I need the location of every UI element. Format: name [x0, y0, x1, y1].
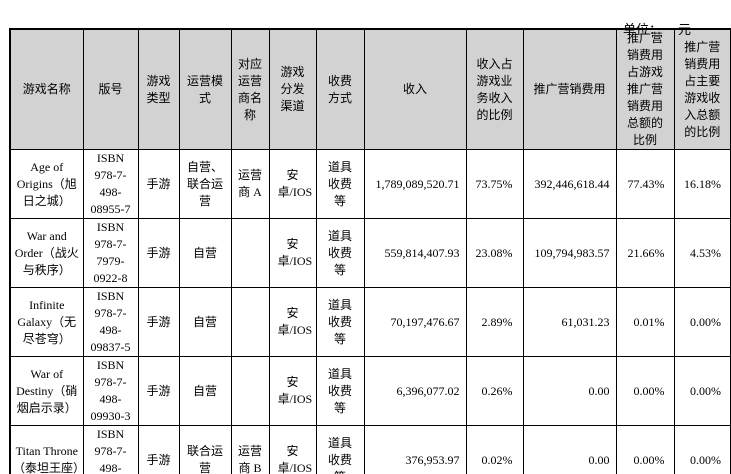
cell-operator-name: 运营商 A: [230, 149, 270, 219]
cell-game-type: 手游: [137, 149, 180, 219]
cell-revenue: 559,814,407.93: [363, 218, 467, 288]
cell-revenue-ratio: 23.08%: [465, 218, 524, 288]
cell-distribution-channel: 安卓/IOS: [268, 425, 317, 474]
col-header-charge-method: 收费方式: [315, 28, 365, 150]
cell-game-type: 手游: [137, 287, 180, 357]
cell-marketing-expense-ratio: 0.01%: [615, 287, 675, 357]
cell-operation-mode: 自营、联合运营: [178, 149, 232, 219]
cell-isbn: ISBN 978-7-7979-0922-8: [82, 218, 139, 288]
cell-charge-method: 道具收费等: [315, 149, 365, 219]
table-row: Titan Throne（泰坦王座） ISBN 978-7-498-07133-…: [9, 425, 731, 474]
cell-revenue-ratio: 0.02%: [465, 425, 524, 474]
cell-revenue: 376,953.97: [363, 425, 467, 474]
cell-marketing-expense-revenue-ratio: 0.00%: [673, 287, 731, 357]
cell-isbn: ISBN 978-7-498-09930-3: [82, 356, 139, 426]
cell-revenue: 1,789,089,520.71: [363, 149, 467, 219]
cell-charge-method: 道具收费等: [315, 287, 365, 357]
cell-game-name: War and Order（战火与秩序）: [9, 218, 84, 288]
cell-revenue: 6,396,077.02: [363, 356, 467, 426]
cell-game-type: 手游: [137, 356, 180, 426]
cell-marketing-expense-ratio: 21.66%: [615, 218, 675, 288]
cell-isbn: ISBN 978-7-498-08955-7: [82, 149, 139, 219]
cell-operator-name: [230, 356, 270, 426]
table-row: Age of Origins（旭日之城） ISBN 978-7-498-0895…: [9, 149, 731, 219]
cell-distribution-channel: 安卓/IOS: [268, 287, 317, 357]
col-header-game-name: 游戏名称: [9, 28, 84, 150]
cell-isbn: ISBN 978-7-498-07133-0: [82, 425, 139, 474]
cell-operator-name: 运营商 B: [230, 425, 270, 474]
cell-marketing-expense: 0.00: [522, 356, 617, 426]
cell-marketing-expense: 109,794,983.57: [522, 218, 617, 288]
cell-marketing-expense: 61,031.23: [522, 287, 617, 357]
col-header-marketing-expense-ratio: 推广营销费用占游戏推广营销费用总额的比例: [615, 28, 675, 150]
cell-marketing-expense-revenue-ratio: 0.00%: [673, 425, 731, 474]
cell-operation-mode: 自营: [178, 287, 232, 357]
col-header-operator-name: 对应运营商名称: [230, 28, 270, 150]
game-revenue-table: 游戏名称 版号 游戏类型 运营模式 对应运营商名称 游戏分发渠道 收费方式 收入…: [9, 28, 731, 474]
unit-label-value: 元: [677, 22, 691, 37]
cell-operator-name: [230, 287, 270, 357]
cell-game-type: 手游: [137, 425, 180, 474]
col-header-revenue: 收入: [363, 28, 467, 150]
col-header-operation-mode: 运营模式: [178, 28, 232, 150]
cell-distribution-channel: 安卓/IOS: [268, 149, 317, 219]
cell-operation-mode: 自营: [178, 356, 232, 426]
cell-game-name: War of Destiny（硝烟启示录）: [9, 356, 84, 426]
cell-distribution-channel: 安卓/IOS: [268, 218, 317, 288]
cell-marketing-expense: 392,446,618.44: [522, 149, 617, 219]
table-row: Infinite Galaxy（无尽苍穹） ISBN 978-7-498-098…: [9, 287, 731, 357]
cell-operation-mode: 联合运营: [178, 425, 232, 474]
col-header-distribution-channel: 游戏分发渠道: [268, 28, 317, 150]
col-header-marketing-expense-revenue-ratio: 推广营销费用占主要游戏收入总额的比例: [673, 28, 731, 150]
unit-label: 单位：元: [0, 0, 731, 37]
cell-isbn: ISBN 978-7-498-09837-5: [82, 287, 139, 357]
cell-revenue: 70,197,476.67: [363, 287, 467, 357]
cell-operator-name: [230, 218, 270, 288]
table-row: War and Order（战火与秩序） ISBN 978-7-7979-092…: [9, 218, 731, 288]
cell-marketing-expense-ratio: 77.43%: [615, 149, 675, 219]
cell-marketing-expense-revenue-ratio: 16.18%: [673, 149, 731, 219]
cell-revenue-ratio: 2.89%: [465, 287, 524, 357]
cell-marketing-expense: 0.00: [522, 425, 617, 474]
cell-revenue-ratio: 0.26%: [465, 356, 524, 426]
table-row: War of Destiny（硝烟启示录） ISBN 978-7-498-099…: [9, 356, 731, 426]
cell-marketing-expense-ratio: 0.00%: [615, 356, 675, 426]
col-header-game-type: 游戏类型: [137, 28, 180, 150]
cell-revenue-ratio: 73.75%: [465, 149, 524, 219]
cell-game-name: Titan Throne（泰坦王座）: [9, 425, 84, 474]
cell-charge-method: 道具收费等: [315, 356, 365, 426]
cell-game-name: Age of Origins（旭日之城）: [9, 149, 84, 219]
header-row: 游戏名称 版号 游戏类型 运营模式 对应运营商名称 游戏分发渠道 收费方式 收入…: [9, 28, 731, 150]
cell-marketing-expense-revenue-ratio: 0.00%: [673, 356, 731, 426]
cell-operation-mode: 自营: [178, 218, 232, 288]
cell-marketing-expense-revenue-ratio: 4.53%: [673, 218, 731, 288]
col-header-marketing-expense: 推广营销费用: [522, 28, 617, 150]
cell-game-type: 手游: [137, 218, 180, 288]
cell-distribution-channel: 安卓/IOS: [268, 356, 317, 426]
cell-game-name: Infinite Galaxy（无尽苍穹）: [9, 287, 84, 357]
cell-charge-method: 道具收费等: [315, 218, 365, 288]
col-header-isbn: 版号: [82, 28, 139, 150]
cell-marketing-expense-ratio: 0.00%: [615, 425, 675, 474]
col-header-revenue-ratio: 收入占游戏业务收入的比例: [465, 28, 524, 150]
cell-charge-method: 道具收费等: [315, 425, 365, 474]
